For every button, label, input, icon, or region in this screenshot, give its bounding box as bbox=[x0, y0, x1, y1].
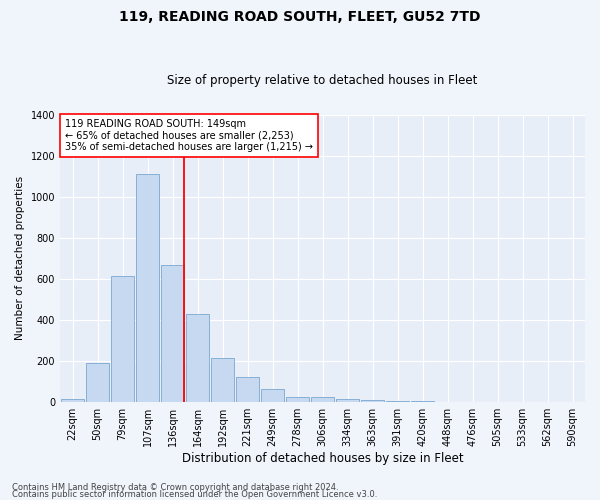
Bar bbox=[111, 276, 134, 402]
Title: Size of property relative to detached houses in Fleet: Size of property relative to detached ho… bbox=[167, 74, 478, 87]
Text: Contains public sector information licensed under the Open Government Licence v3: Contains public sector information licen… bbox=[12, 490, 377, 499]
Bar bbox=[286, 397, 309, 402]
Bar bbox=[186, 314, 209, 402]
Bar bbox=[311, 397, 334, 402]
Bar bbox=[336, 398, 359, 402]
Text: Contains HM Land Registry data © Crown copyright and database right 2024.: Contains HM Land Registry data © Crown c… bbox=[12, 484, 338, 492]
Bar bbox=[211, 358, 234, 402]
Bar bbox=[261, 389, 284, 402]
X-axis label: Distribution of detached houses by size in Fleet: Distribution of detached houses by size … bbox=[182, 452, 463, 465]
Text: 119 READING ROAD SOUTH: 149sqm
← 65% of detached houses are smaller (2,253)
35% : 119 READING ROAD SOUTH: 149sqm ← 65% of … bbox=[65, 119, 313, 152]
Bar bbox=[236, 376, 259, 402]
Bar bbox=[161, 264, 184, 402]
Bar bbox=[386, 400, 409, 402]
Text: 119, READING ROAD SOUTH, FLEET, GU52 7TD: 119, READING ROAD SOUTH, FLEET, GU52 7TD bbox=[119, 10, 481, 24]
Bar bbox=[86, 363, 109, 402]
Bar bbox=[136, 174, 159, 402]
Y-axis label: Number of detached properties: Number of detached properties bbox=[15, 176, 25, 340]
Bar bbox=[61, 399, 84, 402]
Bar bbox=[361, 400, 384, 402]
